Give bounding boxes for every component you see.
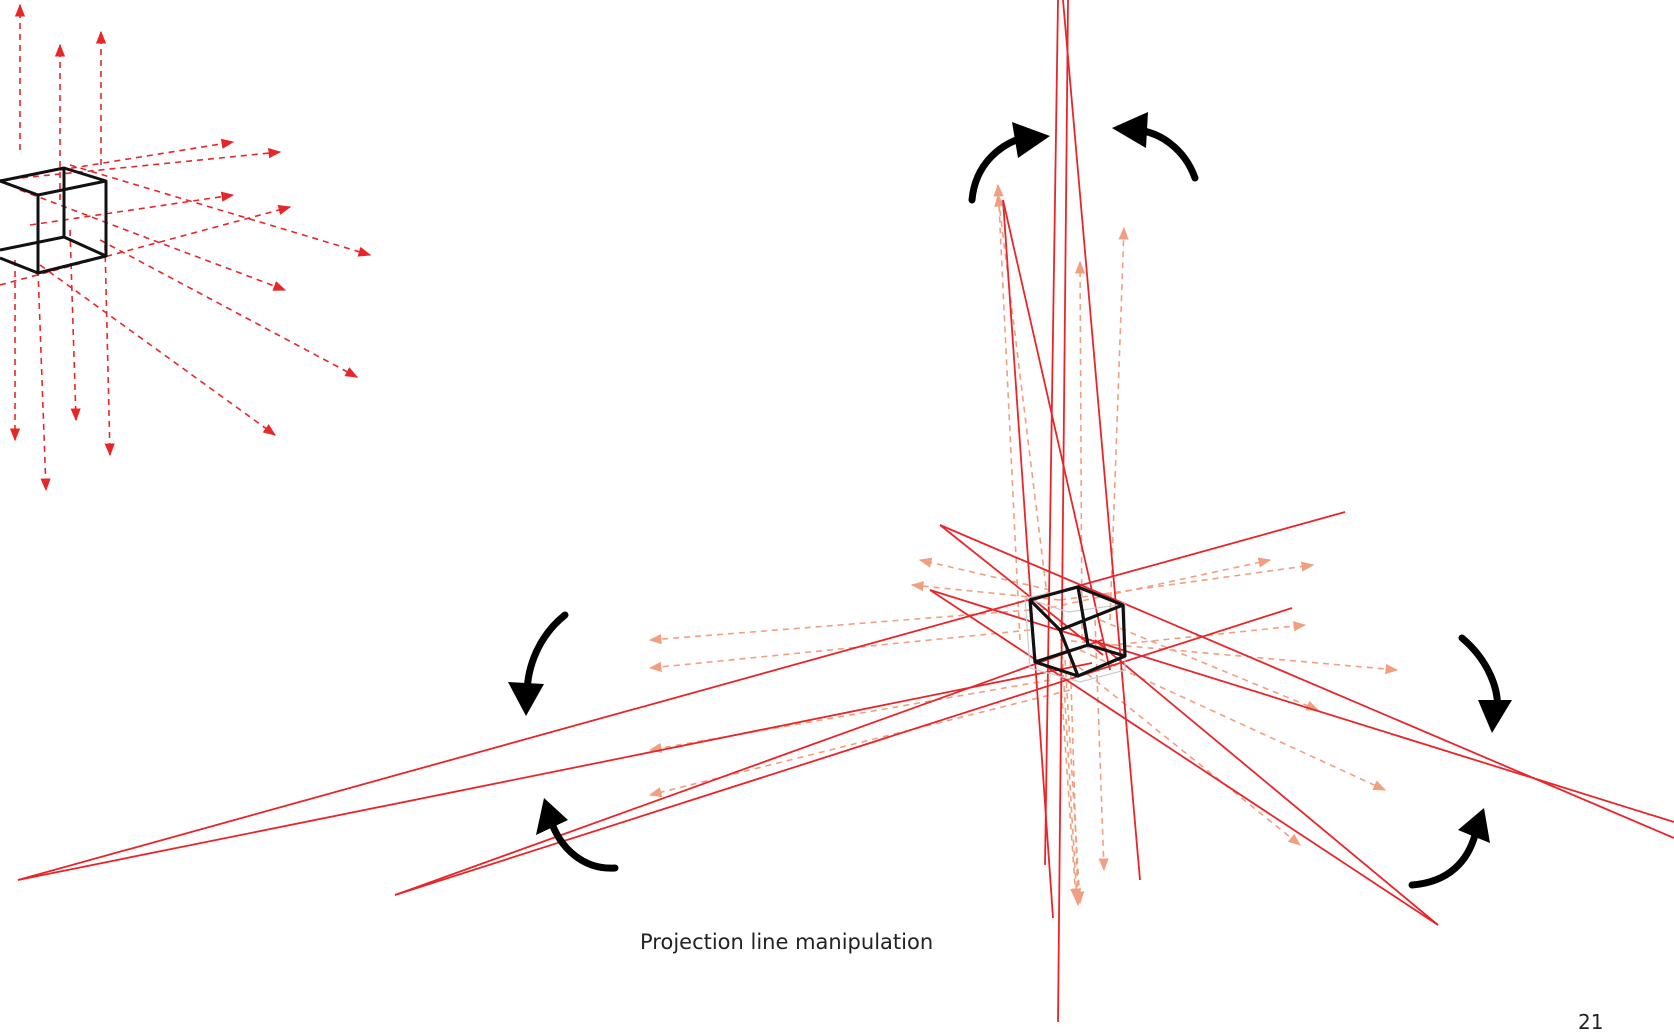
left-projection-group: [0, 3, 372, 492]
left-cube: [0, 166, 108, 275]
dashed-projection-line: [69, 229, 81, 422]
rotation-arrow-icon: [1012, 122, 1050, 158]
rotation-arrow-icon: [1408, 831, 1479, 889]
faded-projection-line: [1059, 561, 1315, 601]
rotation-arrow-icon: [523, 611, 569, 699]
projection-line: [1002, 199, 1054, 919]
projection-line: [1057, 0, 1069, 1023]
faded-projection-line: [648, 629, 1031, 672]
solid-projection-group: [17, 0, 1674, 1023]
dashed-projection-line: [59, 138, 235, 171]
rotation-arrow-icon: [1478, 700, 1512, 733]
faded-projection-line: [1064, 659, 1085, 905]
rotation-arrowheads: [508, 112, 1512, 843]
dashed-projection-line: [19, 189, 287, 291]
faded-projection-line: [1069, 649, 1083, 907]
dashed-projection-line: [99, 239, 359, 378]
rotation-arrow-icon: [546, 814, 619, 872]
faded-projection-line: [994, 193, 1051, 621]
projection-line: [17, 662, 1093, 881]
faded-projection-line: [648, 609, 1031, 645]
dashed-projection-line: [0, 148, 282, 181]
diagram-caption: Projection line manipulation: [640, 930, 934, 954]
rotation-arrow-icon: [1458, 808, 1490, 843]
faded-projection-line: [1094, 619, 1109, 872]
faded-projection-line: [1099, 619, 1320, 711]
projection-line: [929, 589, 1674, 823]
right-cube: [1028, 585, 1127, 678]
projection-line: [394, 639, 1103, 896]
faded-projection-line: [1069, 659, 1301, 846]
projection-line: [1044, 0, 1059, 866]
dashed-projection-line: [0, 205, 292, 286]
faded-projection-line: [1079, 649, 1387, 791]
faded-projection-line: [1064, 621, 1307, 651]
projection-line: [929, 589, 1439, 926]
dashed-projection-line: [37, 269, 51, 492]
rotation-arrow-icon: [536, 798, 568, 835]
rotation-arrow-icon: [1112, 112, 1148, 148]
projection-line: [939, 524, 1104, 656]
page-number: 21: [1578, 1010, 1604, 1034]
projection-line: [17, 511, 1346, 881]
projection-line: [1094, 639, 1439, 926]
dashed-projection-line: [69, 164, 372, 257]
projection-line: [939, 524, 1674, 839]
dashed-projection-line: [104, 244, 115, 457]
faded-projection-line: [648, 679, 1051, 754]
faded-projection-line: [918, 557, 1051, 591]
projection-line: [1062, 0, 1141, 881]
faded-projection-line: [1059, 669, 1081, 902]
faded-projection-line: [1039, 557, 1272, 611]
faded-projection-line: [1074, 260, 1086, 641]
faded-projection-line: [1059, 639, 1399, 675]
faded-projection-line: [648, 689, 1071, 798]
faded-projection-line: [1059, 619, 1082, 902]
rotation-arrow-icon: [508, 682, 544, 716]
dashed-projection-line: [39, 264, 277, 436]
faded-projection-line: [993, 183, 1021, 641]
